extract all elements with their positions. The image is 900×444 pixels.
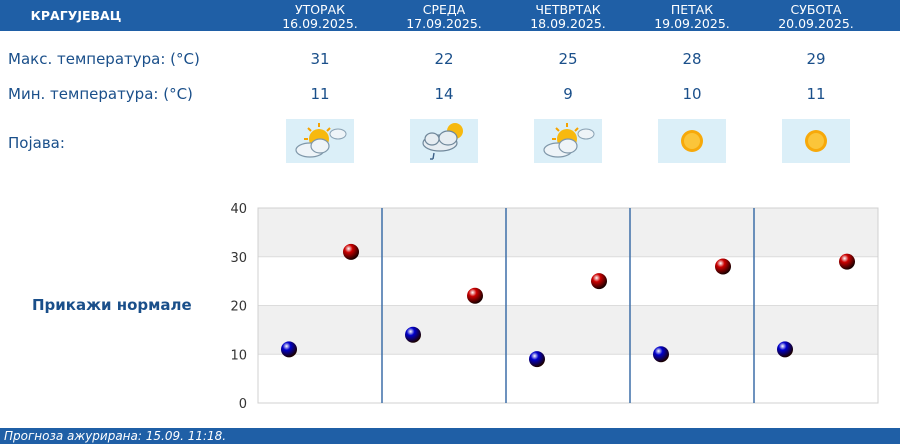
max-temp-point	[839, 253, 855, 270]
weather-label: Појава:	[8, 134, 65, 152]
sun-cloud-icon	[286, 119, 354, 163]
min-temp-value: 10	[682, 85, 702, 103]
max-temp-point	[343, 243, 359, 260]
day-name: УТОРАК	[294, 2, 346, 17]
min-temp-label: Мин. температура: (°C)	[8, 85, 193, 103]
day-header: СРЕДА 17.09.2025.	[379, 3, 509, 34]
day-header: ПЕТАК 19.09.2025.	[627, 3, 757, 34]
max-temp-row: Макс. температура: (°C) 31 22 25 28 29	[0, 48, 900, 72]
min-temp-row: Мин. температура: (°C) 11 14 9 10 11	[0, 83, 900, 107]
y-tick-label: 20	[230, 300, 247, 315]
day-date: 20.09.2025.	[778, 16, 854, 31]
day-header: СУБОТА 20.09.2025.	[751, 3, 881, 34]
grid-band	[258, 305, 878, 355]
y-tick-label: 0	[239, 397, 247, 412]
plot-frame	[257, 207, 879, 404]
min-temp-point	[653, 346, 669, 363]
max-temp-value: 29	[806, 50, 826, 68]
city-name: КРАГУЈЕВАЦ	[30, 8, 122, 23]
max-temp-value: 28	[682, 50, 702, 68]
min-temp-point	[281, 341, 297, 358]
min-temp-point	[529, 351, 545, 368]
day-date: 19.09.2025.	[654, 16, 730, 31]
max-temp-value: 22	[434, 50, 454, 68]
max-temp-value: 25	[558, 50, 578, 68]
sun-icon	[658, 119, 726, 163]
sun-cloud-icon	[534, 119, 602, 163]
min-temp-value: 9	[563, 85, 573, 103]
min-temp-value: 14	[434, 85, 454, 103]
grid-band	[258, 208, 878, 257]
max-temp-point	[715, 258, 731, 275]
max-temp-point	[467, 287, 483, 304]
max-temp-label: Макс. температура: (°C)	[8, 50, 200, 68]
day-name: СУБОТА	[790, 2, 842, 17]
min-temp-point	[777, 341, 793, 358]
day-header: УТОРАК 16.09.2025.	[255, 3, 385, 34]
forecast-header: КРАГУЈЕВАЦ УТОРАК 16.09.2025. СРЕДА 17.0…	[0, 0, 900, 31]
day-name: ПЕТАК	[670, 2, 714, 17]
y-tick-label: 40	[230, 202, 247, 217]
grid-band	[258, 354, 878, 403]
max-temp-value: 31	[310, 50, 330, 68]
day-name: ЧЕТВРТАК	[535, 2, 601, 17]
min-temp-point	[405, 326, 421, 343]
y-tick-label: 10	[230, 348, 247, 363]
day-header: ЧЕТВРТАК 18.09.2025.	[503, 3, 633, 34]
day-date: 18.09.2025.	[530, 16, 606, 31]
weather-row: Појава:	[0, 132, 900, 156]
day-name: СРЕДА	[422, 2, 466, 17]
sun-icon	[782, 119, 850, 163]
max-temp-point	[591, 273, 607, 290]
min-temp-value: 11	[806, 85, 826, 103]
cloud-rain-sun-icon	[410, 119, 478, 163]
y-tick-label: 30	[230, 251, 247, 266]
forecast-updated-note: Прогноза ажурирана: 15.09. 11:18.	[0, 428, 900, 444]
grid-band	[258, 256, 878, 306]
day-date: 16.09.2025.	[282, 16, 358, 31]
min-temp-value: 11	[310, 85, 330, 103]
show-normals-link[interactable]: Прикажи нормале	[32, 296, 192, 314]
day-date: 17.09.2025.	[406, 16, 482, 31]
